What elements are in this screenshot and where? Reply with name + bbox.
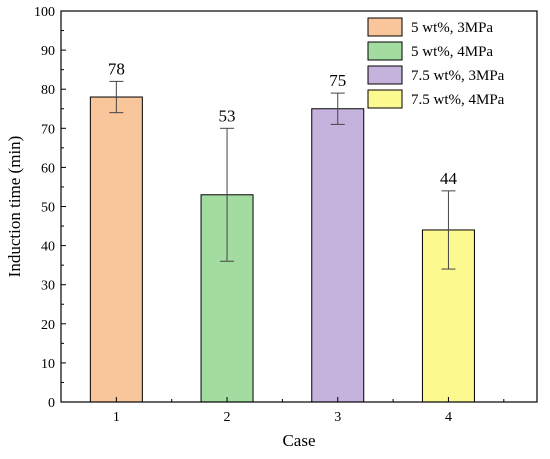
error-bar-case-4 [441,190,456,270]
data-label-case-2: 53 [219,106,236,125]
error-bar-case-3 [330,92,345,125]
x-axis-title: Case [282,431,315,450]
x-axis: 1 2 3 4 [113,397,505,425]
legend-swatch [367,41,403,61]
legend: 5 wt%, 3MPa 5 wt%, 4MPa 7.5 wt%, 3MPa 7.5 w… [367,17,505,109]
legend-swatch [367,65,403,85]
bar-case-1 [89,96,143,403]
data-labels-group: 78 53 75 44 [108,59,458,187]
y-tick-label: 80 [41,83,55,98]
y-tick-label: 20 [41,318,55,333]
y-tick-label: 10 [41,357,55,372]
legend-label: 7.5 wt%, 3MPa [411,68,505,84]
data-label-case-4: 44 [440,169,458,188]
x-tick-label: 1 [113,410,120,425]
y-tick-label: 100 [34,5,55,20]
y-tick-label: 60 [41,161,55,176]
y-tick-label: 70 [41,122,55,137]
x-tick-label: 4 [445,410,452,425]
data-label-case-3: 75 [329,71,346,90]
y-axis: 0 10 20 30 40 50 60 70 80 90 100 [34,5,66,411]
legend-swatch [367,89,403,109]
bar-case-3 [311,108,365,403]
legend-label: 5 wt%, 3MPa [411,20,493,36]
error-bars-group [109,80,456,270]
legend-item: 5 wt%, 4MPa [367,41,493,61]
y-tick-label: 50 [41,201,55,216]
legend-label: 5 wt%, 4MPa [411,44,493,60]
legend-label: 7.5 wt%, 4MPa [411,92,505,108]
error-bar-case-2 [220,127,235,262]
y-tick-label: 0 [48,396,55,411]
error-bar-case-1 [109,80,124,114]
x-tick-label: 3 [334,410,341,425]
legend-item: 7.5 wt%, 3MPa [367,65,505,85]
legend-item: 5 wt%, 3MPa [367,17,493,37]
legend-item: 7.5 wt%, 4MPa [367,89,505,109]
y-tick-label: 30 [41,279,55,294]
legend-swatch [367,17,403,37]
y-tick-label: 40 [41,240,55,255]
data-label-case-1: 78 [108,59,125,78]
x-tick-label: 2 [224,410,231,425]
bars-group [89,96,475,403]
y-tick-label: 90 [41,44,55,59]
y-axis-title: Induction time (min) [5,136,24,278]
